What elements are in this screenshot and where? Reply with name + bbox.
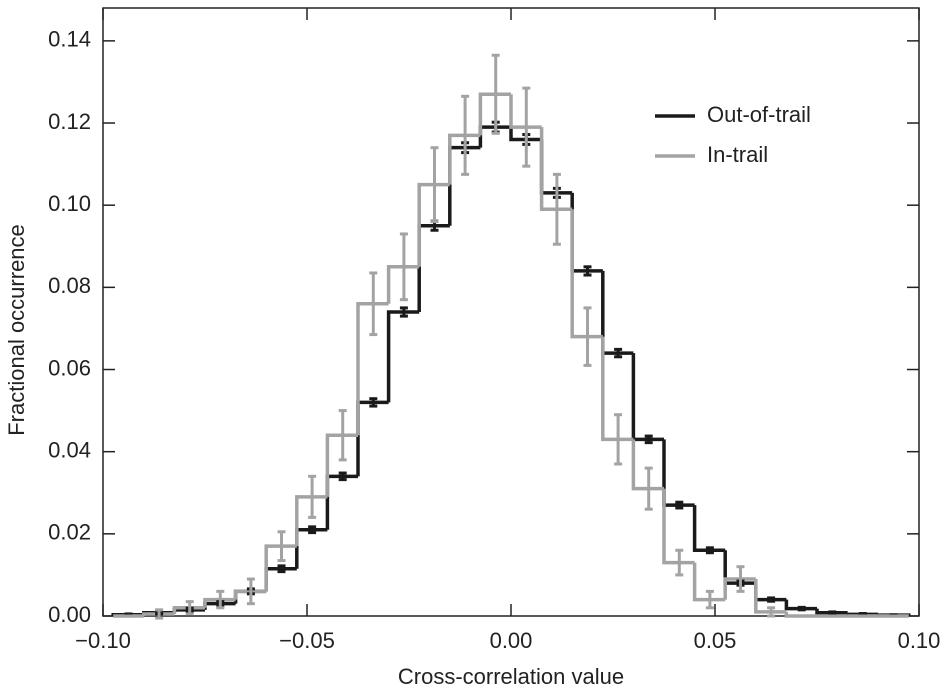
histogram-step	[539, 127, 573, 212]
y-tick-label: 0.12	[48, 109, 91, 134]
histogram-step	[570, 192, 603, 273]
error-bar	[491, 53, 500, 135]
y-tick-label: 0.14	[48, 27, 91, 52]
error-bar	[399, 232, 408, 302]
histogram-step	[784, 611, 817, 618]
histogram-step	[723, 577, 756, 600]
error-bar	[338, 471, 347, 482]
histogram-step	[203, 597, 236, 608]
error-bar	[705, 589, 714, 610]
histogram-step	[233, 589, 267, 600]
error-bar	[705, 546, 714, 555]
error-bar	[308, 525, 317, 535]
error-bar	[552, 172, 561, 246]
histogram-step	[386, 310, 420, 403]
histogram-step	[784, 599, 817, 611]
error-bar	[675, 500, 684, 510]
histogram-step	[295, 527, 328, 569]
error-bar	[369, 271, 378, 337]
y-tick-label: 0.02	[48, 520, 91, 545]
histogram-step	[631, 353, 664, 442]
legend-label: In-trail	[707, 142, 768, 167]
error-bar	[338, 409, 347, 462]
histogram-step	[662, 488, 695, 565]
histogram-step	[601, 336, 634, 442]
histogram-step	[692, 562, 726, 602]
y-tick-label: 0.10	[48, 191, 91, 216]
error-bar	[430, 146, 439, 224]
error-bar	[767, 596, 776, 603]
x-tick-label: 0.05	[694, 628, 737, 653]
histogram-step	[509, 127, 542, 142]
error-bar	[522, 86, 531, 168]
histogram-step	[815, 608, 848, 615]
histogram-step	[662, 439, 695, 507]
histogram-step	[325, 433, 358, 497]
error-bar	[675, 548, 684, 577]
histogram-step	[601, 270, 634, 355]
histogram-step	[417, 182, 450, 267]
y-tick-label: 0.06	[48, 355, 91, 380]
histogram-step	[631, 439, 664, 491]
error-bar	[399, 306, 408, 318]
error-bar	[644, 466, 653, 511]
error-bar	[767, 606, 776, 618]
error-bar	[185, 600, 194, 616]
error-bar	[583, 265, 592, 277]
x-tick-label: 0.10	[898, 628, 941, 653]
x-tick-label: −0.05	[279, 628, 335, 653]
histogram-step	[448, 133, 481, 185]
histogram-step	[478, 92, 511, 136]
histogram-step	[509, 94, 542, 129]
histogram-step	[142, 612, 175, 616]
error-bar	[736, 565, 745, 593]
error-bar	[277, 564, 286, 574]
histogram-step	[692, 505, 726, 553]
histogram-step	[356, 400, 389, 477]
x-tick-label: −0.10	[75, 628, 131, 653]
x-axis-label: Cross-correlation value	[398, 664, 624, 689]
x-tick-label: 0.00	[490, 628, 533, 653]
error-bar	[614, 413, 623, 466]
error-bar	[369, 397, 378, 408]
error-bar	[644, 434, 653, 445]
y-tick-label: 0.00	[48, 602, 91, 627]
histogram-step	[295, 495, 328, 547]
error-bar	[461, 94, 470, 176]
histogram-step	[570, 209, 603, 339]
error-bar	[155, 608, 164, 620]
histogram-step	[754, 579, 787, 614]
histogram-step	[356, 302, 389, 436]
error-bar	[216, 589, 225, 610]
error-bar	[614, 347, 623, 359]
y-axis-label: Fractional occurrence	[4, 224, 29, 436]
histogram-step	[386, 265, 420, 304]
error-bar	[277, 530, 286, 563]
y-tick-label: 0.04	[48, 437, 91, 462]
histogram-step	[264, 544, 297, 592]
histogram-step	[172, 606, 205, 614]
histogram-step	[417, 223, 450, 312]
error-bar	[797, 605, 806, 612]
error-bar	[246, 577, 255, 606]
error-bar	[828, 610, 837, 616]
histogram-step	[325, 474, 358, 530]
legend-label: Out-of-trail	[707, 102, 811, 127]
y-tick-label: 0.08	[48, 273, 91, 298]
error-bar	[583, 306, 592, 367]
error-bar	[308, 474, 317, 519]
